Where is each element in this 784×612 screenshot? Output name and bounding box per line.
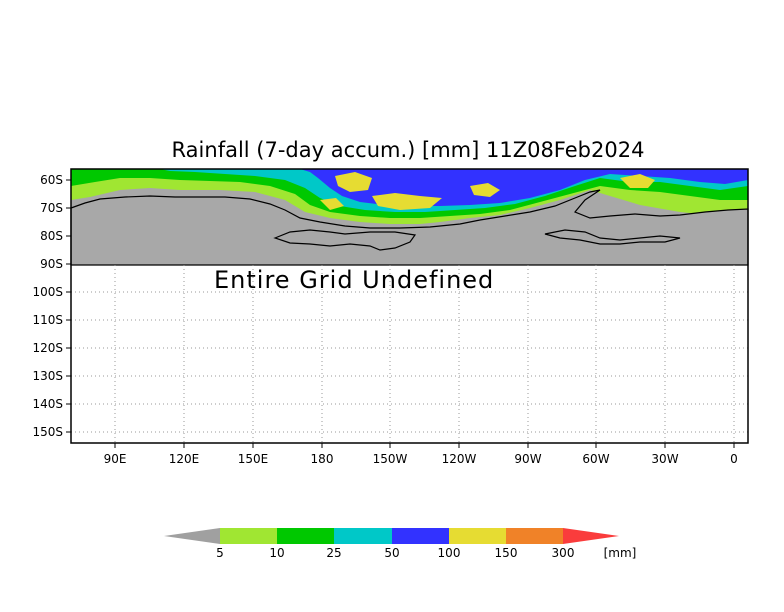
map-title: Rainfall (7-day accum.) [mm] 11Z08Feb202… (172, 138, 645, 162)
map-frame (70, 168, 749, 444)
legend-swatch-25-50 (334, 528, 392, 544)
legend-unit-label: [mm] (604, 546, 637, 560)
rain-patch-yellow-3 (620, 174, 655, 188)
lat-label: 90S (40, 257, 63, 271)
legend-value-label: 5 (216, 546, 224, 560)
lat-label: 140S (32, 397, 63, 411)
rain-patch-yellow-5 (320, 198, 344, 210)
lat-label: 110S (32, 313, 63, 327)
lon-label: 150W (373, 452, 408, 466)
legend-swatch-50-100 (392, 528, 449, 544)
legend-above-triangle (563, 528, 619, 544)
legend-value-label: 150 (495, 546, 518, 560)
legend-value-label: 10 (269, 546, 284, 560)
lat-label: 100S (32, 285, 63, 299)
ross-ice-shelf-outline (273, 229, 417, 251)
longitude-labels: 90E 120E 150E 180 150W 120W 90W 60W 30W … (104, 452, 738, 466)
lon-label: 180 (311, 452, 334, 466)
legend-swatch-10-25 (277, 528, 334, 544)
legend-value-label: 300 (552, 546, 575, 560)
lat-label: 120S (32, 341, 63, 355)
legend-value-label: 25 (326, 546, 341, 560)
lon-label: 150E (238, 452, 269, 466)
lat-label: 130S (32, 369, 63, 383)
rain-patch-yellow-4 (470, 183, 500, 197)
legend-below-triangle (164, 528, 220, 544)
rain-patch-yellow-2 (372, 193, 442, 210)
legend-swatch-150-300 (506, 528, 563, 544)
lon-label: 120E (169, 452, 200, 466)
legend-swatch-5-10 (220, 528, 277, 544)
lat-label: 60S (40, 173, 63, 187)
legend-value-label: 50 (384, 546, 399, 560)
legend-value-label: 100 (438, 546, 461, 560)
lat-label: 70S (40, 201, 63, 215)
precipitation-field (71, 169, 748, 224)
latitude-labels: 60S 70S 80S 90S 100S 110S 120S 130S 140S… (32, 173, 63, 439)
lon-label: 90E (104, 452, 127, 466)
weddell-ice-shelf-outline (544, 229, 681, 245)
lon-label: 120W (442, 452, 477, 466)
legend-colorbar: 5 10 25 50 100 150 300 [mm] (164, 528, 636, 560)
lon-label: 30W (651, 452, 678, 466)
legend-labels: 5 10 25 50 100 150 300 [mm] (216, 546, 636, 560)
antarctica-continent (70, 189, 749, 266)
map-panel: 60S 70S 80S 90S 100S 110S 120S 130S 140S… (32, 168, 749, 466)
lat-label: 150S (32, 425, 63, 439)
lon-label: 0 (730, 452, 738, 466)
undefined-grid-message: Entire Grid Undefined (214, 266, 494, 294)
rain-patch-yellow-1 (335, 172, 372, 192)
map-ticks (66, 179, 735, 448)
lon-label: 60W (582, 452, 609, 466)
legend-swatch-100-150 (449, 528, 506, 544)
lat-label: 80S (40, 229, 63, 243)
lon-label: 90W (514, 452, 541, 466)
map-gridlines (71, 265, 748, 443)
